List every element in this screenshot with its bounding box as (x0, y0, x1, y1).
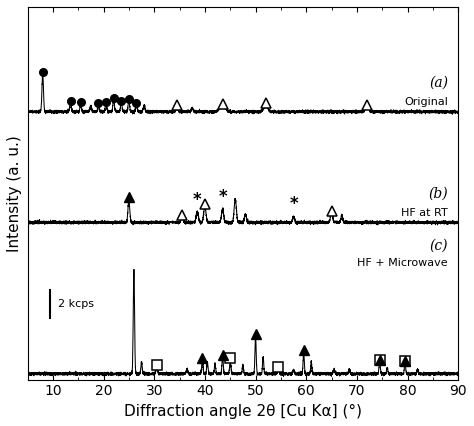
Text: (a): (a) (429, 76, 448, 89)
Text: Original: Original (404, 98, 448, 107)
Text: (b): (b) (428, 186, 448, 200)
Text: *: * (219, 188, 227, 206)
Text: (c): (c) (429, 239, 448, 253)
X-axis label: Diffraction angle 2θ [Cu Kα] (°): Diffraction angle 2θ [Cu Kα] (°) (124, 404, 362, 419)
Text: HF at RT: HF at RT (401, 208, 448, 218)
Text: 2 kcps: 2 kcps (58, 299, 94, 309)
Text: *: * (193, 191, 201, 209)
Text: *: * (289, 195, 298, 213)
Text: HF + Microwave: HF + Microwave (357, 258, 448, 268)
Y-axis label: Intensity (a. u.): Intensity (a. u.) (7, 135, 22, 252)
